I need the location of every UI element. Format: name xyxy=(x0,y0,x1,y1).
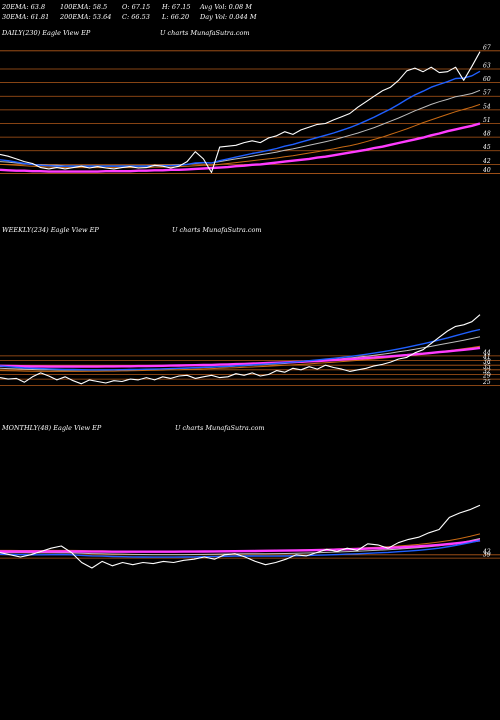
y-tick-label: 57 xyxy=(483,90,491,97)
y-tick-label: 67 xyxy=(483,44,491,51)
y-tick-label: 63 xyxy=(483,62,491,69)
series-ema-long xyxy=(0,346,481,368)
series-ema-short xyxy=(0,328,481,371)
header-stats: 20EMA: 63.8 100EMA: 58.5 O: 67.15 H: 67.… xyxy=(1,3,257,21)
y-tick-label: 42 xyxy=(482,158,491,165)
series-ema-mid xyxy=(0,538,481,556)
y-tick-label: 45 xyxy=(482,144,491,151)
stat-close: C: 66.53 xyxy=(122,13,150,21)
series-price xyxy=(0,314,481,385)
series-price xyxy=(0,51,481,174)
daily-panel-source: U charts MunafaSutra.com xyxy=(160,29,250,37)
monthly-panel: MONTHLY(48) Eagle View EP U charts Munaf… xyxy=(0,424,500,569)
stat-open: O: 67.15 xyxy=(122,3,150,11)
y-tick-label: 35 xyxy=(483,363,491,370)
y-tick-label: 32 xyxy=(483,368,491,375)
weekly-panel-title: WEEKLY(234) Eagle View EP xyxy=(2,226,99,234)
stat-100ema: 100EMA: 58.5 xyxy=(60,3,107,11)
y-tick-label: 48 xyxy=(482,131,491,138)
y-tick-label: 40 xyxy=(482,167,491,174)
stat-day-vol: Day Vol: 0.044 M xyxy=(199,13,257,21)
y-tick-label: 42 xyxy=(482,548,491,555)
stat-200ema: 200EMA: 53.64 xyxy=(59,13,111,21)
series-ema-orange xyxy=(0,103,481,169)
y-tick-label: 60 xyxy=(483,76,491,83)
stat-high: H: 67.15 xyxy=(161,3,191,11)
daily-panel: DAILY(230) Eagle View EP U charts Munafa… xyxy=(0,29,500,174)
monthly-panel-source: U charts MunafaSutra.com xyxy=(175,424,265,432)
series-ema-short xyxy=(0,539,481,558)
weekly-panel-source: U charts MunafaSutra.com xyxy=(172,226,262,234)
series-ema-long xyxy=(0,539,481,553)
series-ema-long xyxy=(0,122,481,173)
series-price xyxy=(0,504,481,569)
y-tick-label: 29 xyxy=(482,373,491,380)
y-tick-label: 38 xyxy=(483,359,491,366)
stat-20ema: 20EMA: 63.8 xyxy=(1,3,45,11)
y-tick-label: 51 xyxy=(483,117,491,124)
y-tick-label: 44 xyxy=(482,349,491,356)
weekly-panel: WEEKLY(234) Eagle View EP U charts Munaf… xyxy=(0,226,500,386)
stat-30ema: 30EMA: 61.81 xyxy=(2,13,49,21)
y-tick-label: 25 xyxy=(482,379,491,386)
y-tick-label: 54 xyxy=(483,103,491,110)
stat-avg-vol: Avg Vol: 0.08 M xyxy=(199,3,252,11)
y-tick-label: 39 xyxy=(483,552,491,559)
daily-panel-title: DAILY(230) Eagle View EP xyxy=(1,29,91,37)
stat-low: L: 66.20 xyxy=(161,13,189,21)
monthly-panel-title: MONTHLY(48) Eagle View EP xyxy=(1,424,102,432)
y-tick-label: 41 xyxy=(482,354,491,361)
